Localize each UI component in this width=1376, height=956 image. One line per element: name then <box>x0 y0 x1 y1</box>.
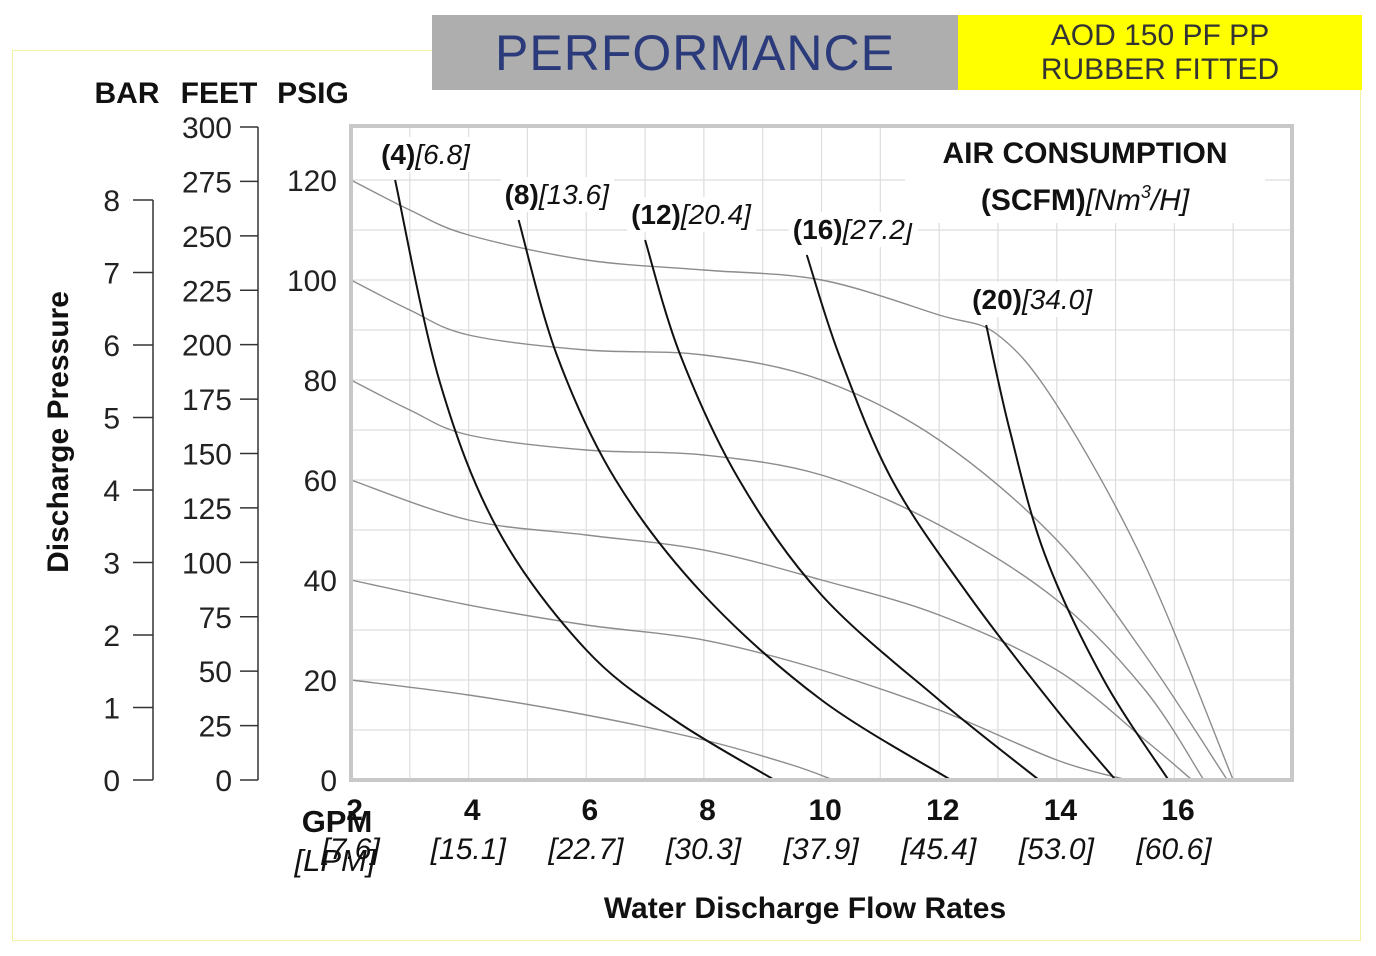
bar-tick-label: 1 <box>103 693 120 726</box>
air-curve-2 <box>517 219 952 781</box>
bar-tick-label: 3 <box>103 548 120 581</box>
axes: 0204060801001200255075100125150175200225… <box>103 112 1212 866</box>
x-tick-label-lpm: [37.9] <box>783 833 860 866</box>
feet-tick-label: 25 <box>199 711 232 744</box>
air-curve-3 <box>644 239 1040 781</box>
pressure-curve-120 <box>350 179 1234 781</box>
pressure-curve-20 <box>350 679 834 781</box>
feet-tick-label: 250 <box>182 221 232 254</box>
air-consumption-curves: (4)[6.8] (8)[13.6] (12)[20.4] (16)[27.2] (20… <box>377 137 1170 781</box>
feet-tick-label: 225 <box>182 275 232 308</box>
pressure-curve-80 <box>350 379 1205 781</box>
air-curve-nm3h: [13.6] <box>538 179 610 210</box>
air-curve-scfm: (16) <box>793 214 843 245</box>
air-legend-nm3: [Nm <box>1085 184 1141 217</box>
x-tick-label-lpm: [7.6] <box>320 833 380 866</box>
x-tick-label-lpm: [45.4] <box>900 833 977 866</box>
feet-tick-label: 50 <box>199 656 232 689</box>
feet-tick-label: 175 <box>182 384 232 417</box>
y-axis-label: Discharge Pressure <box>42 291 75 573</box>
x-tick-label-gpm: 10 <box>808 794 841 827</box>
bar-tick-label: 7 <box>103 258 120 291</box>
bar-tick-label: 8 <box>103 185 120 218</box>
x-tick-label-gpm: 2 <box>346 794 363 827</box>
pressure-curve-100 <box>350 279 1228 781</box>
air-legend-superscript: 3 <box>1141 182 1151 202</box>
air-curve-nm3h: [20.4] <box>680 199 752 230</box>
air-curve-nm3h: [34.0] <box>1021 284 1093 315</box>
bar-tick-label: 5 <box>103 403 120 436</box>
psig-tick-label: 20 <box>304 665 337 698</box>
labels: BAR FEET PSIG Discharge Pressure GPM [LP… <box>42 77 1265 925</box>
x-unit-gpm: GPM <box>302 804 373 839</box>
x-tick-label-gpm: 8 <box>699 794 716 827</box>
psig-tick-label: 0 <box>320 765 337 798</box>
psig-tick-label: 60 <box>304 465 337 498</box>
air-curve-label-backdrop <box>377 137 476 172</box>
air-curve-label-backdrop <box>500 177 615 212</box>
plot-border <box>349 124 1294 782</box>
x-tick-label-gpm: 12 <box>926 794 959 827</box>
x-axis-label: Water Discharge Flow Rates <box>604 892 1006 925</box>
title-bar: PERFORMANCE <box>432 15 958 90</box>
air-curve-scfm: (8) <box>505 179 539 210</box>
air-legend-line-2: (SCFM)[Nm3/H] <box>981 182 1190 217</box>
feet-tick-label: 275 <box>182 166 232 199</box>
feet-tick-label: 0 <box>215 765 232 798</box>
unit-header-psig: PSIG <box>277 77 349 110</box>
air-curve-scfm: (12) <box>631 199 681 230</box>
air-legend-per-hour: /H] <box>1149 184 1190 217</box>
x-tick-label-lpm: [22.7] <box>547 833 624 866</box>
feet-tick-label: 75 <box>199 602 232 635</box>
feet-tick-label: 200 <box>182 330 232 363</box>
bar-tick-label: 2 <box>103 620 120 653</box>
x-tick-label-lpm: [60.6] <box>1135 833 1212 866</box>
unit-header-feet: FEET <box>181 77 258 110</box>
x-tick-label-lpm: [53.0] <box>1018 833 1095 866</box>
air-curve-4 <box>805 254 1117 781</box>
x-tick-label-gpm: 6 <box>582 794 599 827</box>
feet-tick-label: 150 <box>182 439 232 472</box>
bar-tick-label: 6 <box>103 330 120 363</box>
air-curve-label-2: (8)[13.6] <box>505 179 611 210</box>
model-box: AOD 150 PF PP RUBBER FITTED <box>958 15 1362 90</box>
feet-tick-label: 100 <box>182 547 232 580</box>
air-curve-scfm: (4) <box>381 139 415 170</box>
x-tick-label-gpm: 16 <box>1161 794 1194 827</box>
x-tick-label-gpm: 14 <box>1044 794 1078 827</box>
x-tick-label-lpm: [15.1] <box>430 833 507 866</box>
feet-tick-label: 125 <box>182 493 232 526</box>
air-curve-label-3: (12)[20.4] <box>631 199 752 230</box>
air-curve-label-backdrop <box>627 197 757 232</box>
air-curve-scfm: (20) <box>972 284 1022 315</box>
air-curve-label-backdrop <box>788 212 918 247</box>
air-curve-label-backdrop <box>968 282 1098 317</box>
x-unit-lpm: [LPM] <box>294 843 377 878</box>
model-line-2: RUBBER FITTED <box>1040 52 1280 86</box>
psig-tick-label: 100 <box>287 265 337 298</box>
feet-tick-label: 300 <box>182 112 232 145</box>
page-title: PERFORMANCE <box>495 24 895 81</box>
air-curve-nm3h: [6.8] <box>414 139 471 170</box>
model-line-1: AOD 150 PF PP <box>1050 18 1270 52</box>
air-curve-1 <box>394 179 776 781</box>
bar-tick-label: 4 <box>103 475 120 508</box>
psig-tick-label: 40 <box>304 565 337 598</box>
psig-tick-label: 120 <box>287 165 337 198</box>
air-legend-backdrop <box>905 128 1265 223</box>
air-legend-line-1: AIR CONSUMPTION <box>943 137 1228 170</box>
psig-tick-label: 80 <box>304 365 337 398</box>
air-curve-label-4: (16)[27.2] <box>793 214 914 245</box>
x-tick-label-lpm: [30.3] <box>665 833 742 866</box>
bar-tick-label: 0 <box>103 765 120 798</box>
air-curve-nm3h: [27.2] <box>842 214 914 245</box>
air-curve-label-5: (20)[34.0] <box>972 284 1093 315</box>
air-legend-scfm: (SCFM) <box>981 184 1086 217</box>
air-curve-5 <box>985 324 1170 781</box>
unit-header-bar: BAR <box>95 77 160 110</box>
air-curve-label-1: (4)[6.8] <box>381 139 471 170</box>
x-tick-label-gpm: 4 <box>464 794 481 827</box>
